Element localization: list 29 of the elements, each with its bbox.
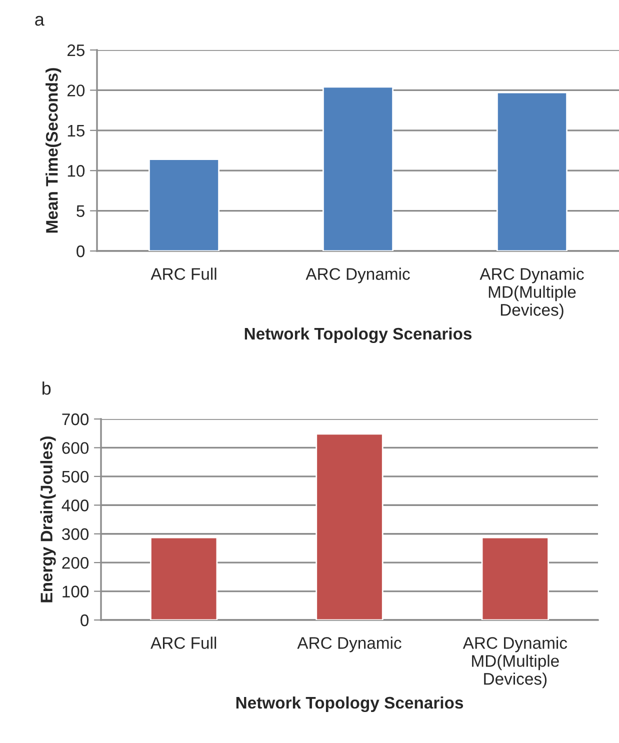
y-tick-label: 300 [62, 528, 89, 540]
y-tick-label: 100 [62, 586, 89, 598]
y-tick-label: 500 [62, 470, 89, 483]
chart-title: a [35, 16, 44, 26]
x-tick-label: ARC Full [150, 636, 216, 649]
x-axis-title: Network Topology Scenarios [236, 696, 464, 712]
x-tick-label: ARC Dynamic [306, 268, 410, 284]
x-tick-label: ARC Dynamic [297, 636, 402, 652]
y-tick-label: 25 [67, 44, 84, 56]
y-tick-label: 10 [68, 165, 85, 177]
x-axis-title: Network Topology Scenarios [244, 327, 472, 344]
y-tick-label: 15 [68, 124, 84, 137]
y-tick-label: 0 [80, 614, 89, 626]
bar [148, 158, 220, 251]
chart-title: b [42, 382, 51, 395]
y-axis-title: Energy Drain(Joules) [40, 436, 56, 602]
x-tick-label: ARC Dynamic MD(Multiple Devices) [480, 268, 584, 320]
y-tick-label: 200 [62, 556, 89, 569]
y-tick-label: 20 [67, 84, 85, 96]
y-tick-label: 0 [76, 245, 85, 258]
y-tick-label: 5 [76, 205, 84, 218]
bar [496, 92, 568, 251]
y-axis-title: Mean Time(Seconds) [46, 68, 62, 233]
x-tick-label: ARC Dynamic MD(Multiple Devices) [462, 636, 568, 688]
y-tick-label: 600 [62, 442, 89, 454]
x-tick-label: ARC Full [150, 268, 216, 280]
y-tick-label: 400 [62, 500, 89, 512]
y-tick-label: 700 [62, 413, 89, 426]
bar [322, 86, 394, 251]
